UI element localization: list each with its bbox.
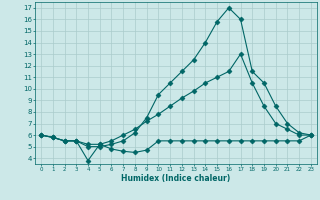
X-axis label: Humidex (Indice chaleur): Humidex (Indice chaleur): [121, 174, 231, 183]
